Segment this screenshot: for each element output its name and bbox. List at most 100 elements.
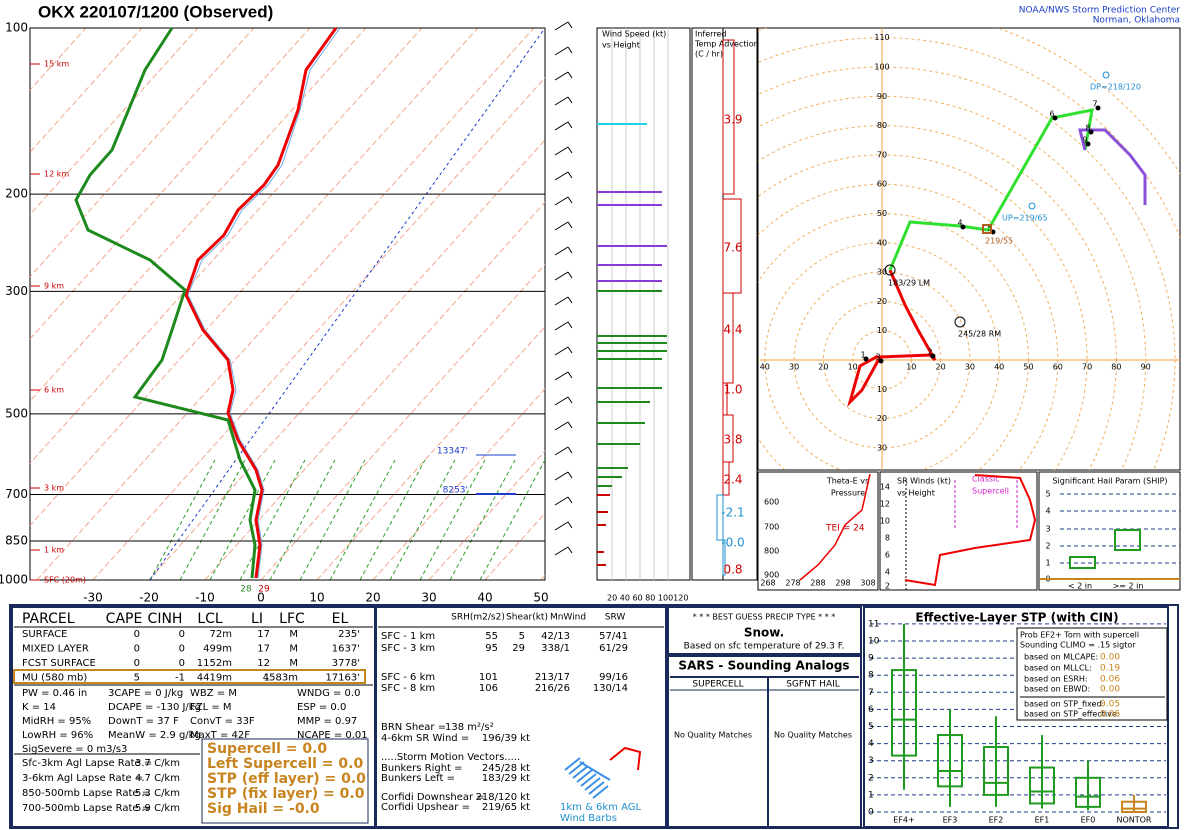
hodo-label: 183/29 LM xyxy=(888,279,930,288)
parcel-cell: 5 xyxy=(134,673,140,684)
composite-box xyxy=(201,738,369,824)
advection-value: -2.1 xyxy=(721,506,744,520)
lapse-value: 5.3 C/km xyxy=(135,788,180,799)
stp-x-label: EF1 xyxy=(1035,816,1050,825)
hodo-x-label: 70 xyxy=(1082,363,1092,372)
sars-match: No Quality Matches xyxy=(674,731,752,740)
temp-label: 50 xyxy=(533,591,548,605)
composite: Supercell = 0.0 xyxy=(207,741,327,757)
isotherm xyxy=(260,263,545,580)
kin-cell: 57/41 xyxy=(599,631,628,642)
barb-glyph xyxy=(592,785,609,799)
stp-y-label: 10 xyxy=(868,637,880,647)
hodo-point xyxy=(1088,129,1094,135)
wind-barb xyxy=(554,246,569,256)
advection-bar xyxy=(722,292,734,384)
thetae-trace xyxy=(799,473,871,581)
sr-trace xyxy=(904,474,1037,587)
advection-value: 0.8 xyxy=(723,563,742,577)
height-label: 15 km xyxy=(44,60,69,69)
advection-value: 7.6 xyxy=(723,241,742,255)
stp-y-label: 9 xyxy=(868,654,874,664)
up-marker xyxy=(1028,202,1036,210)
srwinds-y-label: 6 xyxy=(885,551,890,560)
vector-value: 218/120 kt xyxy=(476,792,531,803)
index: WNDG = 0.0 xyxy=(297,688,360,699)
parcel-cell: 0 xyxy=(134,644,140,655)
wind-barb xyxy=(567,321,573,329)
hodo-x-label: 10 xyxy=(906,363,916,372)
based-value: 0.06 xyxy=(1100,710,1120,720)
composite: STP (fix layer) = 0.0 xyxy=(207,786,365,802)
based-value: 0.00 xyxy=(1100,653,1120,663)
mixing-ratio xyxy=(479,459,546,581)
stp-y-label: 6 xyxy=(868,705,874,715)
height-label: 1 km xyxy=(44,546,64,555)
thetae-x-label: 278 xyxy=(785,579,800,588)
ship-y-label: 3 xyxy=(1045,525,1050,534)
parcel-header: CAPE xyxy=(106,611,143,627)
mixing-ratio xyxy=(449,459,516,581)
stp-y-label: 8 xyxy=(868,671,874,681)
kin-extra-value: 138 m²/s² xyxy=(445,722,494,733)
panel-title: SR Winds (kt) xyxy=(897,477,951,486)
hodo-x-label: 50 xyxy=(1023,363,1033,372)
wind-barb xyxy=(567,171,573,179)
kin-cell: 95 xyxy=(485,643,498,654)
composite: Sig Hail = -0.0 xyxy=(207,801,320,817)
wind-barb xyxy=(554,396,569,406)
wind-barb xyxy=(554,71,569,81)
hodo-point-label: 8 xyxy=(1085,124,1090,133)
sars-col: SUPERCELL xyxy=(692,680,743,690)
lapse-label: Sfc-3km Agl Lapse Rate = xyxy=(22,758,152,769)
barb-glyph xyxy=(572,765,589,779)
panel-title: Temp Advection xyxy=(694,40,759,49)
kin-cell: 5 xyxy=(519,631,525,642)
wind-barb xyxy=(567,246,573,254)
index: MeanW = 2.9 g/kg xyxy=(108,730,201,741)
wind-barb xyxy=(567,471,573,479)
stp-panel xyxy=(863,606,1169,828)
sfc-dewpoint: 28 xyxy=(240,585,252,595)
kin-cell: 29 xyxy=(512,643,525,654)
panel-title: Pressure xyxy=(831,489,865,498)
pressure-label: 850 xyxy=(5,534,28,548)
mixing-ratio xyxy=(239,459,306,581)
isotherm xyxy=(30,28,367,402)
hodo-point xyxy=(863,356,869,362)
sars-title: SARS - Sounding Analogs xyxy=(678,659,849,673)
srwinds-y-label: 14 xyxy=(880,483,890,492)
mini-hodo xyxy=(609,746,642,771)
stp-y-label: 0 xyxy=(868,808,874,818)
prob-line: Prob EF2+ Torn with supercell xyxy=(1020,631,1139,640)
pressure-label: 700 xyxy=(5,487,28,501)
kin-cell: 106 xyxy=(479,683,498,694)
hodo-label: UP=219/65 xyxy=(1002,214,1048,223)
precip-panel xyxy=(667,606,862,655)
index: K = 14 xyxy=(22,702,56,713)
wind-barb xyxy=(554,196,569,206)
wind-barb xyxy=(554,146,569,156)
stp-box xyxy=(983,746,1009,796)
based-label: based on MLCAPE: xyxy=(1024,653,1098,662)
parcel-cell: 0 xyxy=(179,644,185,655)
parcel-cell: 499m xyxy=(203,644,232,655)
wind-barb xyxy=(554,371,569,381)
kin-header: Shear(kt) xyxy=(506,613,548,623)
parcel-header: LFC xyxy=(279,611,305,627)
wetbulb-trace xyxy=(187,27,341,579)
composite: STP (eff layer) = 0.0 xyxy=(207,771,366,787)
hodo-x-label: 10 xyxy=(848,363,858,372)
kin-cell: 42/13 xyxy=(541,631,570,642)
kin-cell: 213/17 xyxy=(535,672,570,683)
advection-bar xyxy=(722,539,726,576)
lapse-label: 850-500mb Lapse Rate = xyxy=(22,788,150,799)
org: NOAA/NWS Storm Prediction Center xyxy=(1019,6,1181,16)
wind-barb xyxy=(567,421,573,429)
parcel-cell: 4583m xyxy=(263,673,298,684)
mixing-ratio xyxy=(389,459,456,581)
thetae-x-label: 298 xyxy=(835,579,850,588)
parcel-cell: 0 xyxy=(134,629,140,640)
based-label: based on ESRH: xyxy=(1024,675,1088,684)
stp-box xyxy=(937,734,963,788)
